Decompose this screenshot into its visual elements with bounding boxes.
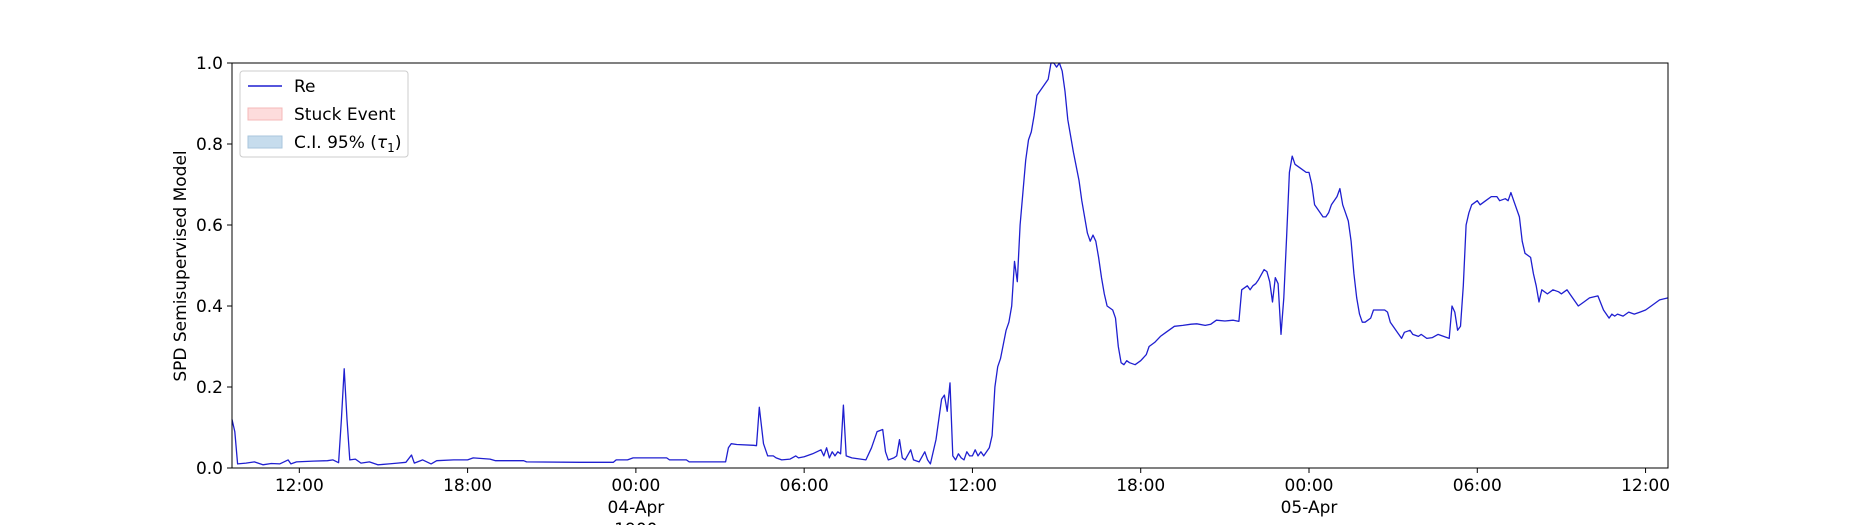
x-tick-label: 12:00 bbox=[275, 476, 324, 496]
series-line-re bbox=[231, 62, 1669, 466]
x-tick-label: 00:00 bbox=[611, 476, 660, 496]
plot-frame bbox=[231, 62, 1669, 469]
y-tick-label: 0.8 bbox=[196, 135, 223, 155]
plot-area bbox=[231, 62, 1669, 469]
legend-swatch-patch bbox=[247, 107, 283, 121]
x-tick-label: 00:00 bbox=[1285, 476, 1334, 496]
y-axis: SPD Semisupervised Model 0.0 0.2 0.4 0.6 0.8… bbox=[171, 54, 232, 479]
y-axis-label: SPD Semisupervised Model bbox=[171, 150, 191, 381]
x-tick-year-label: 1900 bbox=[614, 520, 657, 525]
x-tick-label: 06:00 bbox=[780, 476, 829, 496]
legend-label-subscript: 1 bbox=[387, 141, 395, 155]
y-tick-label: 0.0 bbox=[196, 459, 223, 479]
x-tick-label: 06:00 bbox=[1453, 476, 1502, 496]
x-tick-date-label: 05-Apr bbox=[1281, 498, 1338, 518]
legend-label: Stuck Event bbox=[294, 105, 396, 125]
legend-label-tau: τ bbox=[377, 133, 388, 153]
x-tick-label: 12:00 bbox=[948, 476, 997, 496]
y-tick-label: 0.4 bbox=[196, 297, 223, 317]
legend-label: C.I. 95% (τ1) bbox=[294, 133, 401, 155]
legend-swatch-patch bbox=[247, 135, 283, 149]
x-axis: 12:0018:0000:0004-Apr190006:0012:0018:00… bbox=[275, 468, 1670, 525]
y-tick-label: 0.2 bbox=[196, 378, 223, 398]
x-tick-label: 12:00 bbox=[1621, 476, 1670, 496]
legend-label-suffix: ) bbox=[395, 133, 402, 153]
y-tick-label: 0.6 bbox=[196, 216, 223, 236]
x-tick-label: 18:00 bbox=[1116, 476, 1165, 496]
legend: Re Stuck Event C.I. 95% (τ1) bbox=[239, 70, 409, 158]
legend-label: Re bbox=[294, 77, 316, 97]
x-tick-date-label: 04-Apr bbox=[607, 498, 664, 518]
legend-label-text: C.I. 95% ( bbox=[294, 133, 377, 153]
y-tick-label: 1.0 bbox=[196, 54, 223, 74]
x-tick-label: 18:00 bbox=[443, 476, 492, 496]
